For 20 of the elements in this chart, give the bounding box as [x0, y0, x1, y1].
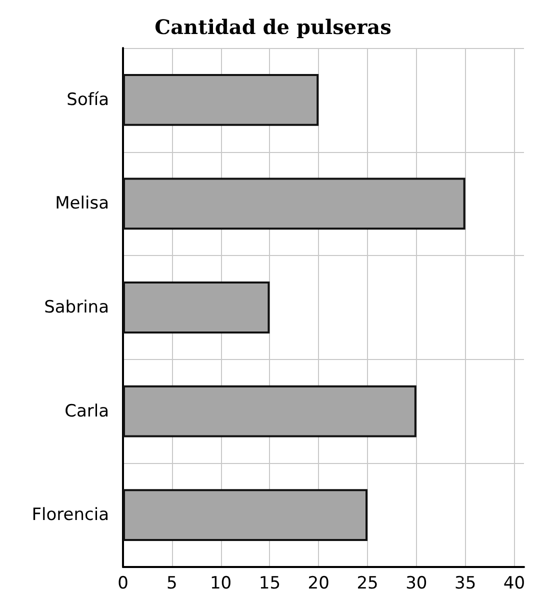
x-tick-label: 35: [454, 574, 476, 594]
y-tick-label: Sabrina: [44, 298, 109, 318]
y-tick-label: Florencia: [32, 505, 109, 526]
x-tick-label: 0: [118, 574, 128, 594]
chart-title: Cantidad de pulseras: [154, 15, 392, 39]
y-tick-label: Melisa: [55, 194, 109, 214]
bar: [123, 282, 270, 334]
y-tick-label: Sofía: [66, 90, 109, 110]
bar: [123, 489, 368, 542]
x-tick-label: 10: [210, 574, 232, 594]
bar: [123, 74, 319, 126]
x-tick-label: 40: [503, 574, 526, 594]
y-tick-label: Carla: [64, 401, 109, 422]
x-tick-label: 20: [308, 574, 330, 594]
x-tick-label: 30: [406, 574, 428, 594]
x-tick-label: 5: [166, 574, 178, 594]
x-tick-label: 25: [356, 574, 378, 594]
bar: [123, 385, 416, 438]
bar: [123, 178, 466, 230]
x-tick-label: 15: [258, 574, 281, 594]
